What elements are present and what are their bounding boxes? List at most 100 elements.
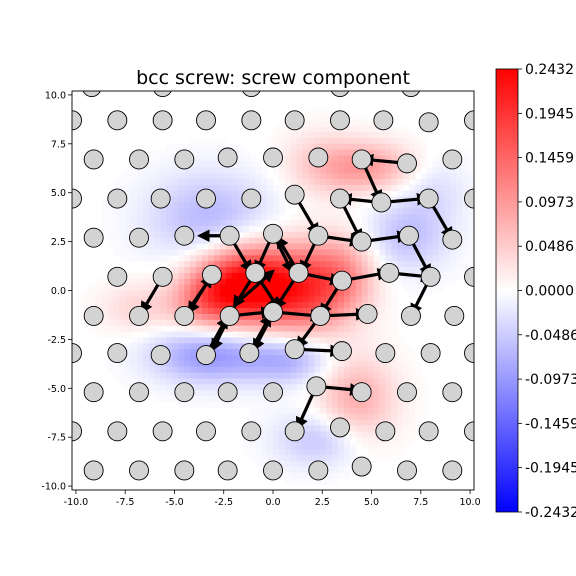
heatmap-cell [278,272,286,280]
heatmap-cell [320,390,327,397]
colorbar-tick-label: -0.0973 [525,372,576,388]
heatmap-cell [308,337,315,344]
heatmap-cell [237,401,245,409]
heatmap-cell [101,278,109,286]
heatmap-cell [261,407,268,415]
atom [351,231,372,252]
heatmap-cell [355,343,363,350]
heatmap-cell [397,431,404,438]
heatmap-cell [77,296,85,303]
heatmap-cell [166,237,174,245]
heatmap-cell [379,331,386,339]
heatmap-cell [202,149,209,157]
heatmap-cell [231,249,239,256]
heatmap-cell [125,349,132,356]
heatmap-cell [213,302,221,309]
heatmap-cell [338,302,345,309]
heatmap-cell [326,437,333,444]
colorbar-tick-label: -0.1945 [525,461,576,477]
heatmap-cell [178,249,185,256]
heatmap-cell [397,225,404,233]
heatmap-cell [420,255,428,262]
heatmap-cell [450,225,457,233]
heatmap-cell [160,155,168,163]
x-tick-label: -10.0 [64,497,89,508]
heatmap-cell [196,249,203,256]
heatmap-cell [273,437,280,444]
heatmap-cell [261,431,268,438]
heatmap-cell [166,378,174,385]
heatmap-cell [113,302,120,309]
heatmap-cell [326,202,333,209]
heatmap-cell [213,255,221,262]
heatmap-cell [172,360,180,368]
heatmap-cell [367,437,375,444]
heatmap-cell [343,372,351,380]
heatmap-cell [119,184,126,192]
heatmap-cell [261,366,268,374]
heatmap-cell [349,249,357,256]
heatmap-cell [408,132,416,139]
heatmap-cell [326,255,333,262]
heatmap-cell [231,196,239,204]
heatmap-cell [131,349,138,356]
colorbar-tick-label: 0.1459 [525,151,574,167]
heatmap-cell [95,302,103,309]
heatmap-cell [172,278,180,286]
heatmap-cell [213,196,221,204]
heatmap-cell [237,331,245,339]
heatmap-cell [314,366,321,374]
heatmap-cell [196,325,203,333]
heatmap-cell [302,454,310,462]
heatmap-cell [184,220,191,227]
heatmap-cell [403,378,410,385]
heatmap-cell [142,249,150,256]
heatmap-cell [373,220,381,227]
atom [174,305,195,326]
heatmap-cell [456,214,463,221]
heatmap-cell [125,272,132,280]
atom [196,110,216,131]
heatmap-cell [379,161,386,168]
heatmap-cell [255,460,262,468]
heatmap-cell [249,173,256,180]
heatmap-cell [367,214,375,221]
heatmap-cell [184,325,191,333]
heatmap-cell [219,366,227,374]
heatmap-cell [284,448,292,456]
heatmap-cell [391,319,398,327]
heatmap-cell [119,290,126,297]
heatmap-cell [314,343,321,350]
heatmap-cell [207,149,215,157]
heatmap-cell [379,243,386,251]
heatmap-cell [361,419,369,427]
heatmap-cell [379,390,386,397]
heatmap-cell [284,331,292,339]
heatmap-cell [361,143,369,151]
heatmap-cell [450,255,457,262]
heatmap-cell [462,237,469,245]
heatmap-cell [403,243,410,251]
heatmap-cell [273,261,280,268]
heatmap-cell [119,173,126,180]
heatmap-cell [343,331,351,339]
heatmap-cell [438,267,446,274]
heatmap-cell [296,143,304,151]
heatmap-cell [379,308,386,315]
heatmap-cell [367,355,375,362]
heatmap-cell [408,278,416,286]
heatmap-cell [349,208,357,215]
heatmap-cell [308,184,315,192]
heatmap-cell [338,360,345,368]
heatmap-cell [385,378,392,385]
heatmap-cell [373,137,381,145]
heatmap-cell [355,290,363,297]
heatmap-cell [373,454,381,462]
heatmap-cell [243,173,250,180]
heatmap-cell [166,284,174,292]
heatmap-cell [119,249,126,256]
heatmap-cell [343,184,351,192]
heatmap-cell [166,290,174,297]
heatmap-cell [373,255,381,262]
heatmap-cell [172,220,180,227]
